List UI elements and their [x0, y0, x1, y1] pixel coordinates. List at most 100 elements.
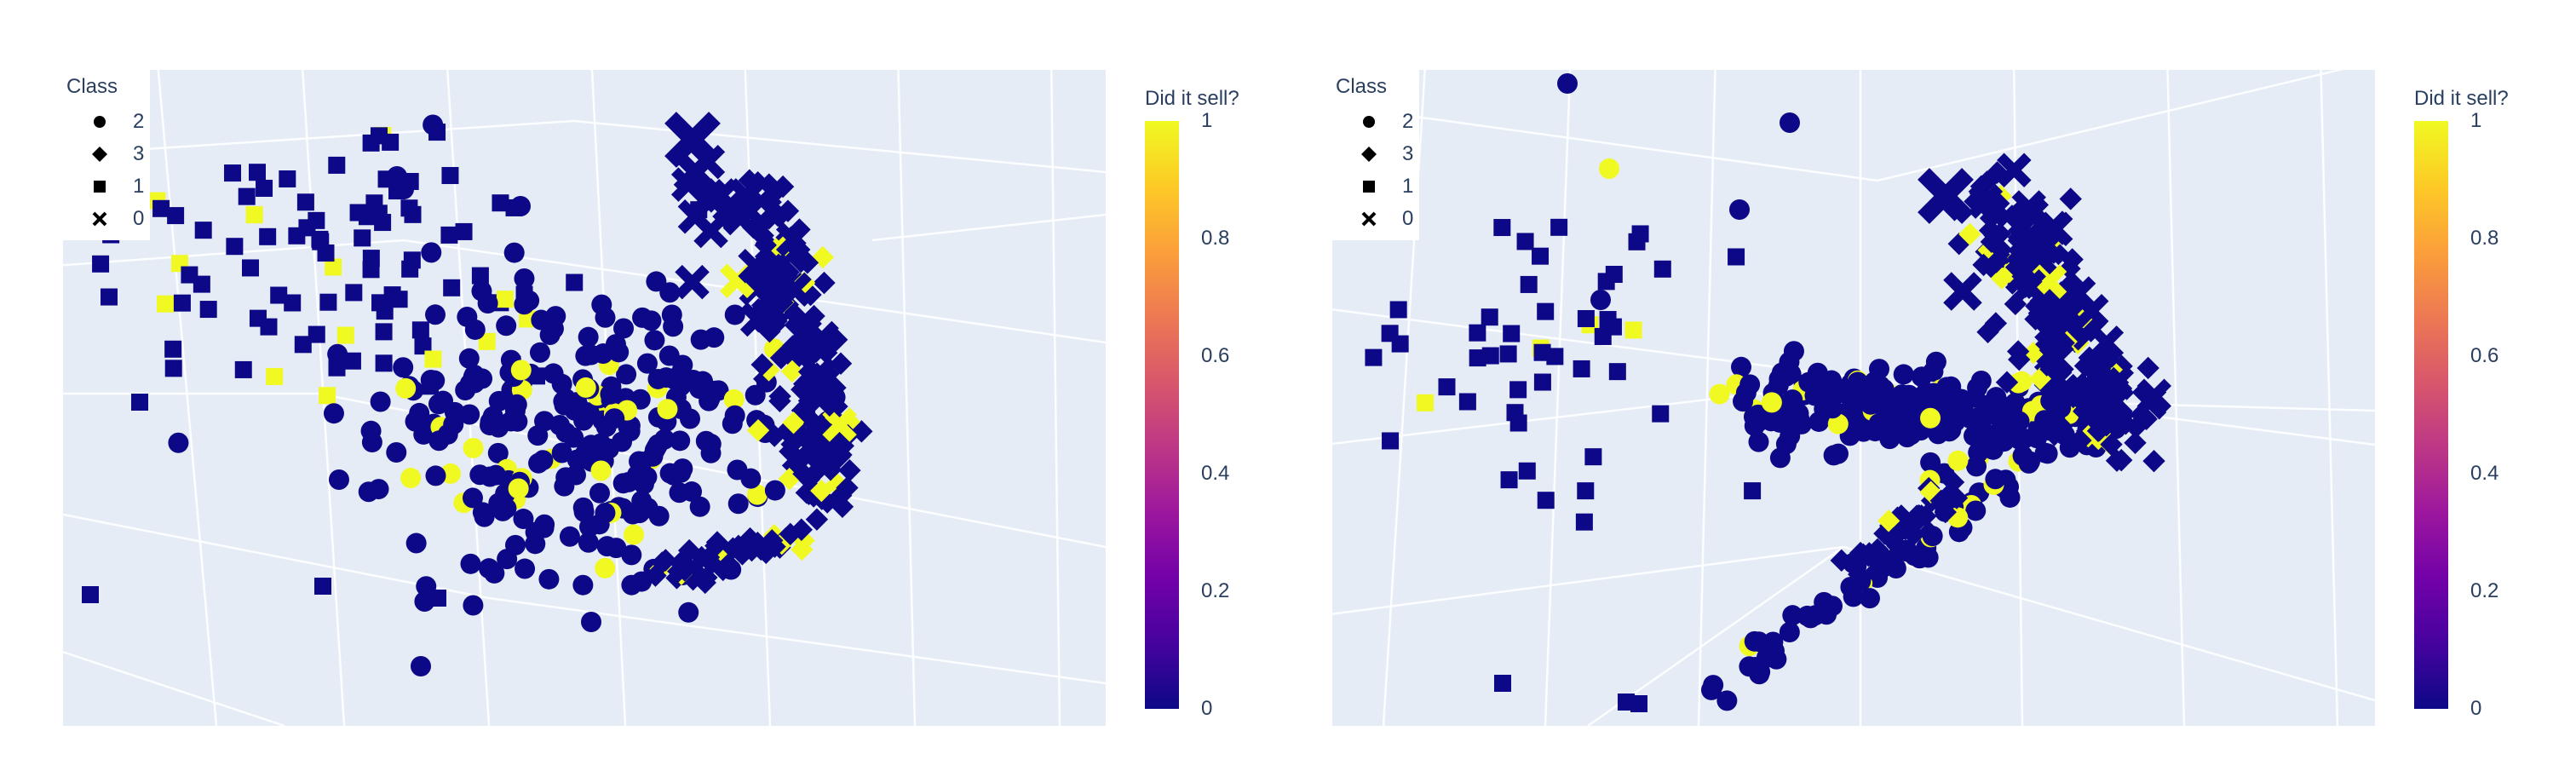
data-point-class-3[interactable]: [829, 352, 853, 375]
data-point-class-3[interactable]: [690, 545, 713, 569]
data-point-class-3[interactable]: [810, 479, 833, 503]
data-point-class-2[interactable]: [168, 432, 189, 453]
data-point-class-3[interactable]: [802, 412, 826, 435]
data-point-class-2[interactable]: [1748, 631, 1769, 653]
data-point-class-3[interactable]: [2059, 187, 2082, 210]
data-point-class-2[interactable]: [724, 304, 745, 325]
data-point-class-0[interactable]: [750, 297, 786, 333]
data-point-class-2[interactable]: [579, 516, 601, 538]
data-point-class-2[interactable]: [559, 526, 580, 547]
data-point-class-3[interactable]: [695, 566, 718, 590]
data-point-class-2[interactable]: [1729, 199, 1750, 220]
data-point-class-1[interactable]: [1577, 482, 1595, 500]
data-point-class-3[interactable]: [2058, 257, 2081, 280]
data-point-class-2[interactable]: [549, 415, 571, 436]
data-point-class-2[interactable]: [591, 294, 612, 315]
data-point-class-0[interactable]: [2089, 325, 2125, 360]
data-point-class-2[interactable]: [644, 330, 665, 351]
data-point-class-1[interactable]: [101, 288, 118, 306]
data-point-class-3[interactable]: [790, 518, 814, 541]
data-point-class-1[interactable]: [245, 206, 263, 224]
data-point-class-2[interactable]: [428, 394, 449, 415]
data-point-class-2[interactable]: [1999, 486, 2021, 508]
scene-3d-left[interactable]: [63, 70, 1106, 726]
data-point-class-1[interactable]: [1509, 381, 1527, 399]
data-point-class-2[interactable]: [554, 475, 575, 497]
data-point-class-1[interactable]: [471, 267, 489, 285]
data-point-class-1[interactable]: [376, 302, 394, 320]
data-point-class-2[interactable]: [496, 315, 517, 337]
data-point-class-2[interactable]: [1797, 605, 1818, 626]
data-point-class-3[interactable]: [2043, 423, 2066, 446]
data-point-class-1[interactable]: [308, 211, 325, 229]
data-point-class-2[interactable]: [578, 532, 599, 553]
data-point-class-2[interactable]: [723, 388, 745, 410]
data-point-class-3[interactable]: [1830, 549, 1853, 573]
data-point-class-1[interactable]: [296, 193, 314, 211]
data-point-class-2[interactable]: [1966, 407, 1987, 429]
data-point-class-2[interactable]: [323, 403, 344, 424]
data-point-class-3[interactable]: [1882, 527, 1906, 550]
data-point-class-2[interactable]: [690, 329, 711, 350]
data-point-class-1[interactable]: [164, 360, 182, 377]
data-point-class-2[interactable]: [361, 432, 382, 453]
data-point-class-1[interactable]: [1537, 302, 1555, 320]
data-point-class-1[interactable]: [1546, 348, 1564, 365]
data-point-class-2[interactable]: [1920, 407, 1941, 429]
data-point-class-3[interactable]: [776, 199, 800, 222]
data-point-class-3[interactable]: [722, 537, 745, 560]
data-point-class-2[interactable]: [497, 549, 518, 570]
data-point-class-3[interactable]: [2046, 390, 2069, 413]
data-point-class-2[interactable]: [1775, 434, 1797, 455]
data-point-class-2[interactable]: [421, 242, 442, 263]
data-point-class-1[interactable]: [1389, 301, 1407, 319]
data-point-class-2[interactable]: [514, 268, 535, 289]
data-point-class-2[interactable]: [551, 442, 572, 463]
data-point-class-2[interactable]: [700, 442, 722, 463]
data-point-class-3[interactable]: [757, 359, 780, 382]
data-point-class-2[interactable]: [1880, 399, 1901, 420]
data-point-class-2[interactable]: [1807, 383, 1828, 404]
data-point-class-2[interactable]: [1909, 548, 1930, 569]
data-point-class-1[interactable]: [400, 199, 418, 217]
data-point-class-1[interactable]: [238, 187, 256, 205]
data-point-class-2[interactable]: [2034, 442, 2056, 463]
data-point-class-2[interactable]: [1822, 398, 1843, 419]
data-point-class-2[interactable]: [2009, 429, 2030, 450]
data-point-class-1[interactable]: [152, 199, 170, 217]
data-point-class-1[interactable]: [193, 275, 210, 293]
data-point-class-2[interactable]: [659, 282, 681, 303]
data-point-class-2[interactable]: [424, 370, 446, 391]
data-point-class-3[interactable]: [792, 529, 815, 552]
data-point-class-3[interactable]: [752, 367, 776, 390]
data-point-class-3[interactable]: [829, 484, 853, 507]
data-point-class-1[interactable]: [375, 323, 393, 341]
data-point-class-2[interactable]: [1843, 586, 1864, 607]
data-point-class-1[interactable]: [370, 204, 388, 222]
data-point-class-2[interactable]: [414, 590, 435, 612]
data-point-class-3[interactable]: [750, 353, 773, 377]
data-point-class-1[interactable]: [1575, 513, 1593, 531]
data-point-class-2[interactable]: [1823, 445, 1844, 466]
data-point-class-3[interactable]: [1964, 190, 1987, 213]
data-point-class-1[interactable]: [242, 259, 260, 277]
data-point-class-2[interactable]: [1970, 370, 1992, 391]
data-point-class-3[interactable]: [813, 271, 836, 295]
data-point-class-2[interactable]: [440, 463, 461, 484]
data-point-class-1[interactable]: [1481, 347, 1499, 365]
data-point-class-3[interactable]: [1919, 481, 1942, 504]
data-point-class-2[interactable]: [538, 568, 560, 590]
data-point-class-2[interactable]: [525, 533, 546, 555]
scatter3d-right[interactable]: [1332, 70, 2375, 726]
data-point-class-3[interactable]: [782, 411, 805, 435]
data-point-class-0[interactable]: [738, 248, 773, 284]
data-point-class-2[interactable]: [416, 576, 437, 597]
data-point-class-1[interactable]: [234, 360, 252, 378]
data-point-class-3[interactable]: [1847, 562, 1871, 586]
data-point-class-3[interactable]: [795, 481, 819, 504]
scatter3d-left[interactable]: [63, 70, 1106, 726]
data-point-class-3[interactable]: [2136, 356, 2159, 380]
data-point-class-1[interactable]: [308, 325, 325, 343]
data-point-class-2[interactable]: [1780, 112, 1800, 133]
data-point-class-2[interactable]: [529, 342, 550, 363]
